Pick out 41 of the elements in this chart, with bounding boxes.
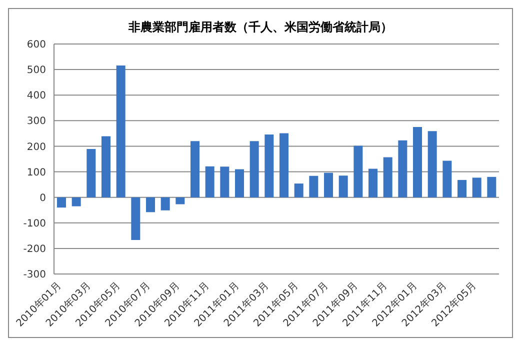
bar — [72, 197, 81, 206]
bar — [383, 157, 392, 198]
bar — [131, 197, 140, 240]
y-tick-label: 0 — [40, 192, 46, 204]
bar — [428, 131, 437, 198]
bar — [413, 127, 422, 198]
y-tick-label: -300 — [23, 270, 46, 281]
y-tick-label: -200 — [23, 244, 46, 255]
chart-title: 非農業部門雇用者数（千人、米国労働省統計局） — [128, 19, 394, 36]
bar — [294, 184, 304, 198]
bar — [176, 197, 185, 204]
bar — [86, 149, 96, 198]
bar — [309, 176, 318, 198]
bar — [264, 134, 274, 198]
bar — [324, 172, 333, 198]
bar — [487, 176, 496, 198]
bar — [368, 168, 378, 198]
bar — [280, 133, 288, 198]
bar — [205, 166, 214, 198]
bar — [160, 197, 170, 210]
y-tick-label: 200 — [26, 142, 46, 153]
bar — [472, 178, 482, 198]
bar — [220, 166, 230, 198]
bar — [57, 197, 66, 208]
y-tick-label: -100 — [23, 218, 46, 230]
bar — [458, 180, 466, 198]
y-tick-label: 500 — [26, 65, 46, 76]
bar — [442, 160, 452, 198]
bar — [146, 197, 155, 212]
bar — [235, 169, 244, 198]
bar — [250, 141, 259, 198]
bar — [398, 140, 408, 198]
y-tick-label: 600 — [26, 40, 46, 51]
bar — [116, 65, 126, 198]
bar — [338, 176, 348, 198]
bar — [354, 146, 363, 198]
bar — [190, 141, 200, 198]
y-tick-label: 400 — [26, 90, 46, 102]
bar — [102, 136, 110, 198]
y-tick-label: 300 — [26, 116, 46, 128]
y-tick-label: 100 — [26, 167, 46, 178]
